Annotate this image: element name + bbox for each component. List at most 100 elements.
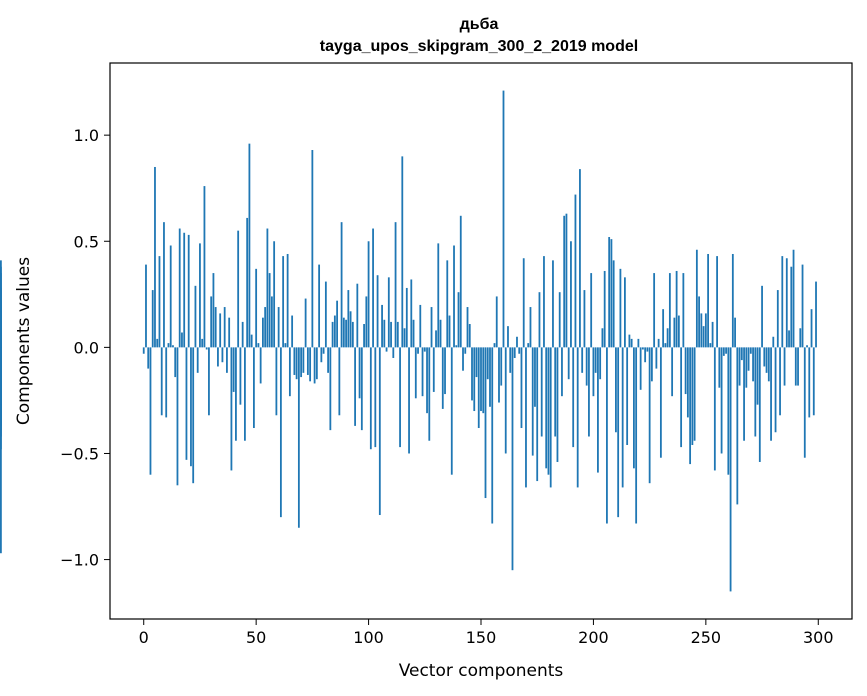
bar: [199, 243, 201, 348]
bar: [327, 347, 329, 373]
bar: [156, 338, 159, 348]
bar: [324, 281, 327, 348]
bar: [522, 258, 525, 348]
bar: [684, 347, 687, 395]
bar: [781, 256, 784, 348]
bar: [405, 287, 408, 348]
bar: [286, 253, 289, 348]
bar: [700, 313, 703, 348]
bar: [565, 213, 568, 348]
bar: [342, 317, 345, 348]
bar: [590, 273, 593, 348]
bar: [653, 273, 656, 348]
bar: [239, 347, 242, 405]
bar: [163, 222, 165, 348]
bar: [588, 347, 590, 437]
bar: [428, 347, 431, 441]
bar: [255, 268, 258, 348]
bar: [673, 317, 676, 348]
bar: [423, 347, 426, 352]
bar: [383, 319, 386, 348]
bar: [599, 347, 602, 380]
bar: [540, 347, 543, 437]
bar: [419, 304, 422, 348]
bar: [304, 298, 307, 348]
bar: [453, 245, 455, 348]
bar: [381, 304, 383, 348]
bar: [808, 347, 811, 418]
bar: [421, 347, 424, 397]
bar: [516, 336, 518, 348]
bar: [585, 347, 588, 386]
bar: [475, 347, 478, 378]
bar: [185, 347, 188, 460]
bar: [167, 343, 170, 348]
bar: [491, 347, 494, 524]
bar: [262, 317, 264, 348]
bar: [500, 347, 503, 386]
bar: [509, 347, 512, 373]
bar: [347, 290, 350, 348]
bar: [513, 347, 516, 358]
bar: [0, 347, 2, 554]
bar: [671, 347, 674, 397]
bar: [576, 347, 579, 488]
y-tick-label: 0.5: [74, 232, 99, 251]
bar: [740, 347, 743, 361]
bar: [412, 319, 415, 348]
bar: [583, 290, 586, 348]
bar: [635, 347, 638, 524]
bar: [264, 307, 267, 348]
bar: [772, 336, 775, 348]
bar: [799, 328, 802, 348]
y-tick-label: 0.0: [74, 338, 99, 357]
bar: [686, 347, 689, 418]
bar: [385, 347, 388, 352]
bar: [567, 347, 570, 380]
bar: [731, 253, 734, 348]
bar: [232, 347, 235, 392]
bar: [482, 347, 485, 414]
bar: [770, 347, 772, 441]
bar: [338, 347, 341, 416]
bar: [403, 328, 406, 348]
bar: [455, 345, 458, 348]
bar: [763, 347, 766, 367]
bar: [219, 313, 222, 348]
bar: [675, 270, 678, 348]
bar: [626, 347, 629, 445]
bar: [320, 347, 323, 363]
bar: [309, 347, 312, 382]
bar: [196, 347, 199, 373]
bar: [538, 292, 541, 348]
bar: [610, 239, 613, 348]
bar: [217, 347, 219, 367]
bar: [349, 311, 352, 348]
bar: [495, 296, 498, 348]
bar: [716, 256, 718, 348]
bar: [525, 347, 527, 488]
bar: [536, 347, 539, 482]
bar: [147, 347, 150, 369]
bar: [174, 347, 177, 378]
x-axis-ticks: 0 50 100 150 200 250 300: [139, 619, 834, 647]
bar: [172, 345, 174, 348]
bar: [471, 347, 473, 401]
bar: [464, 347, 467, 354]
bar: [693, 347, 696, 441]
bar: [581, 347, 584, 373]
bar: [145, 264, 147, 348]
bar: [812, 347, 815, 416]
bar: [655, 347, 658, 369]
bar: [779, 347, 781, 416]
bar: [534, 347, 536, 407]
bar: [650, 347, 653, 382]
bar: [257, 343, 260, 348]
bar: [356, 283, 359, 348]
bar: [390, 321, 392, 348]
bar: [502, 90, 505, 348]
bar: [803, 347, 806, 458]
bar: [641, 347, 644, 350]
bar: [426, 347, 428, 414]
bar: [644, 347, 647, 363]
